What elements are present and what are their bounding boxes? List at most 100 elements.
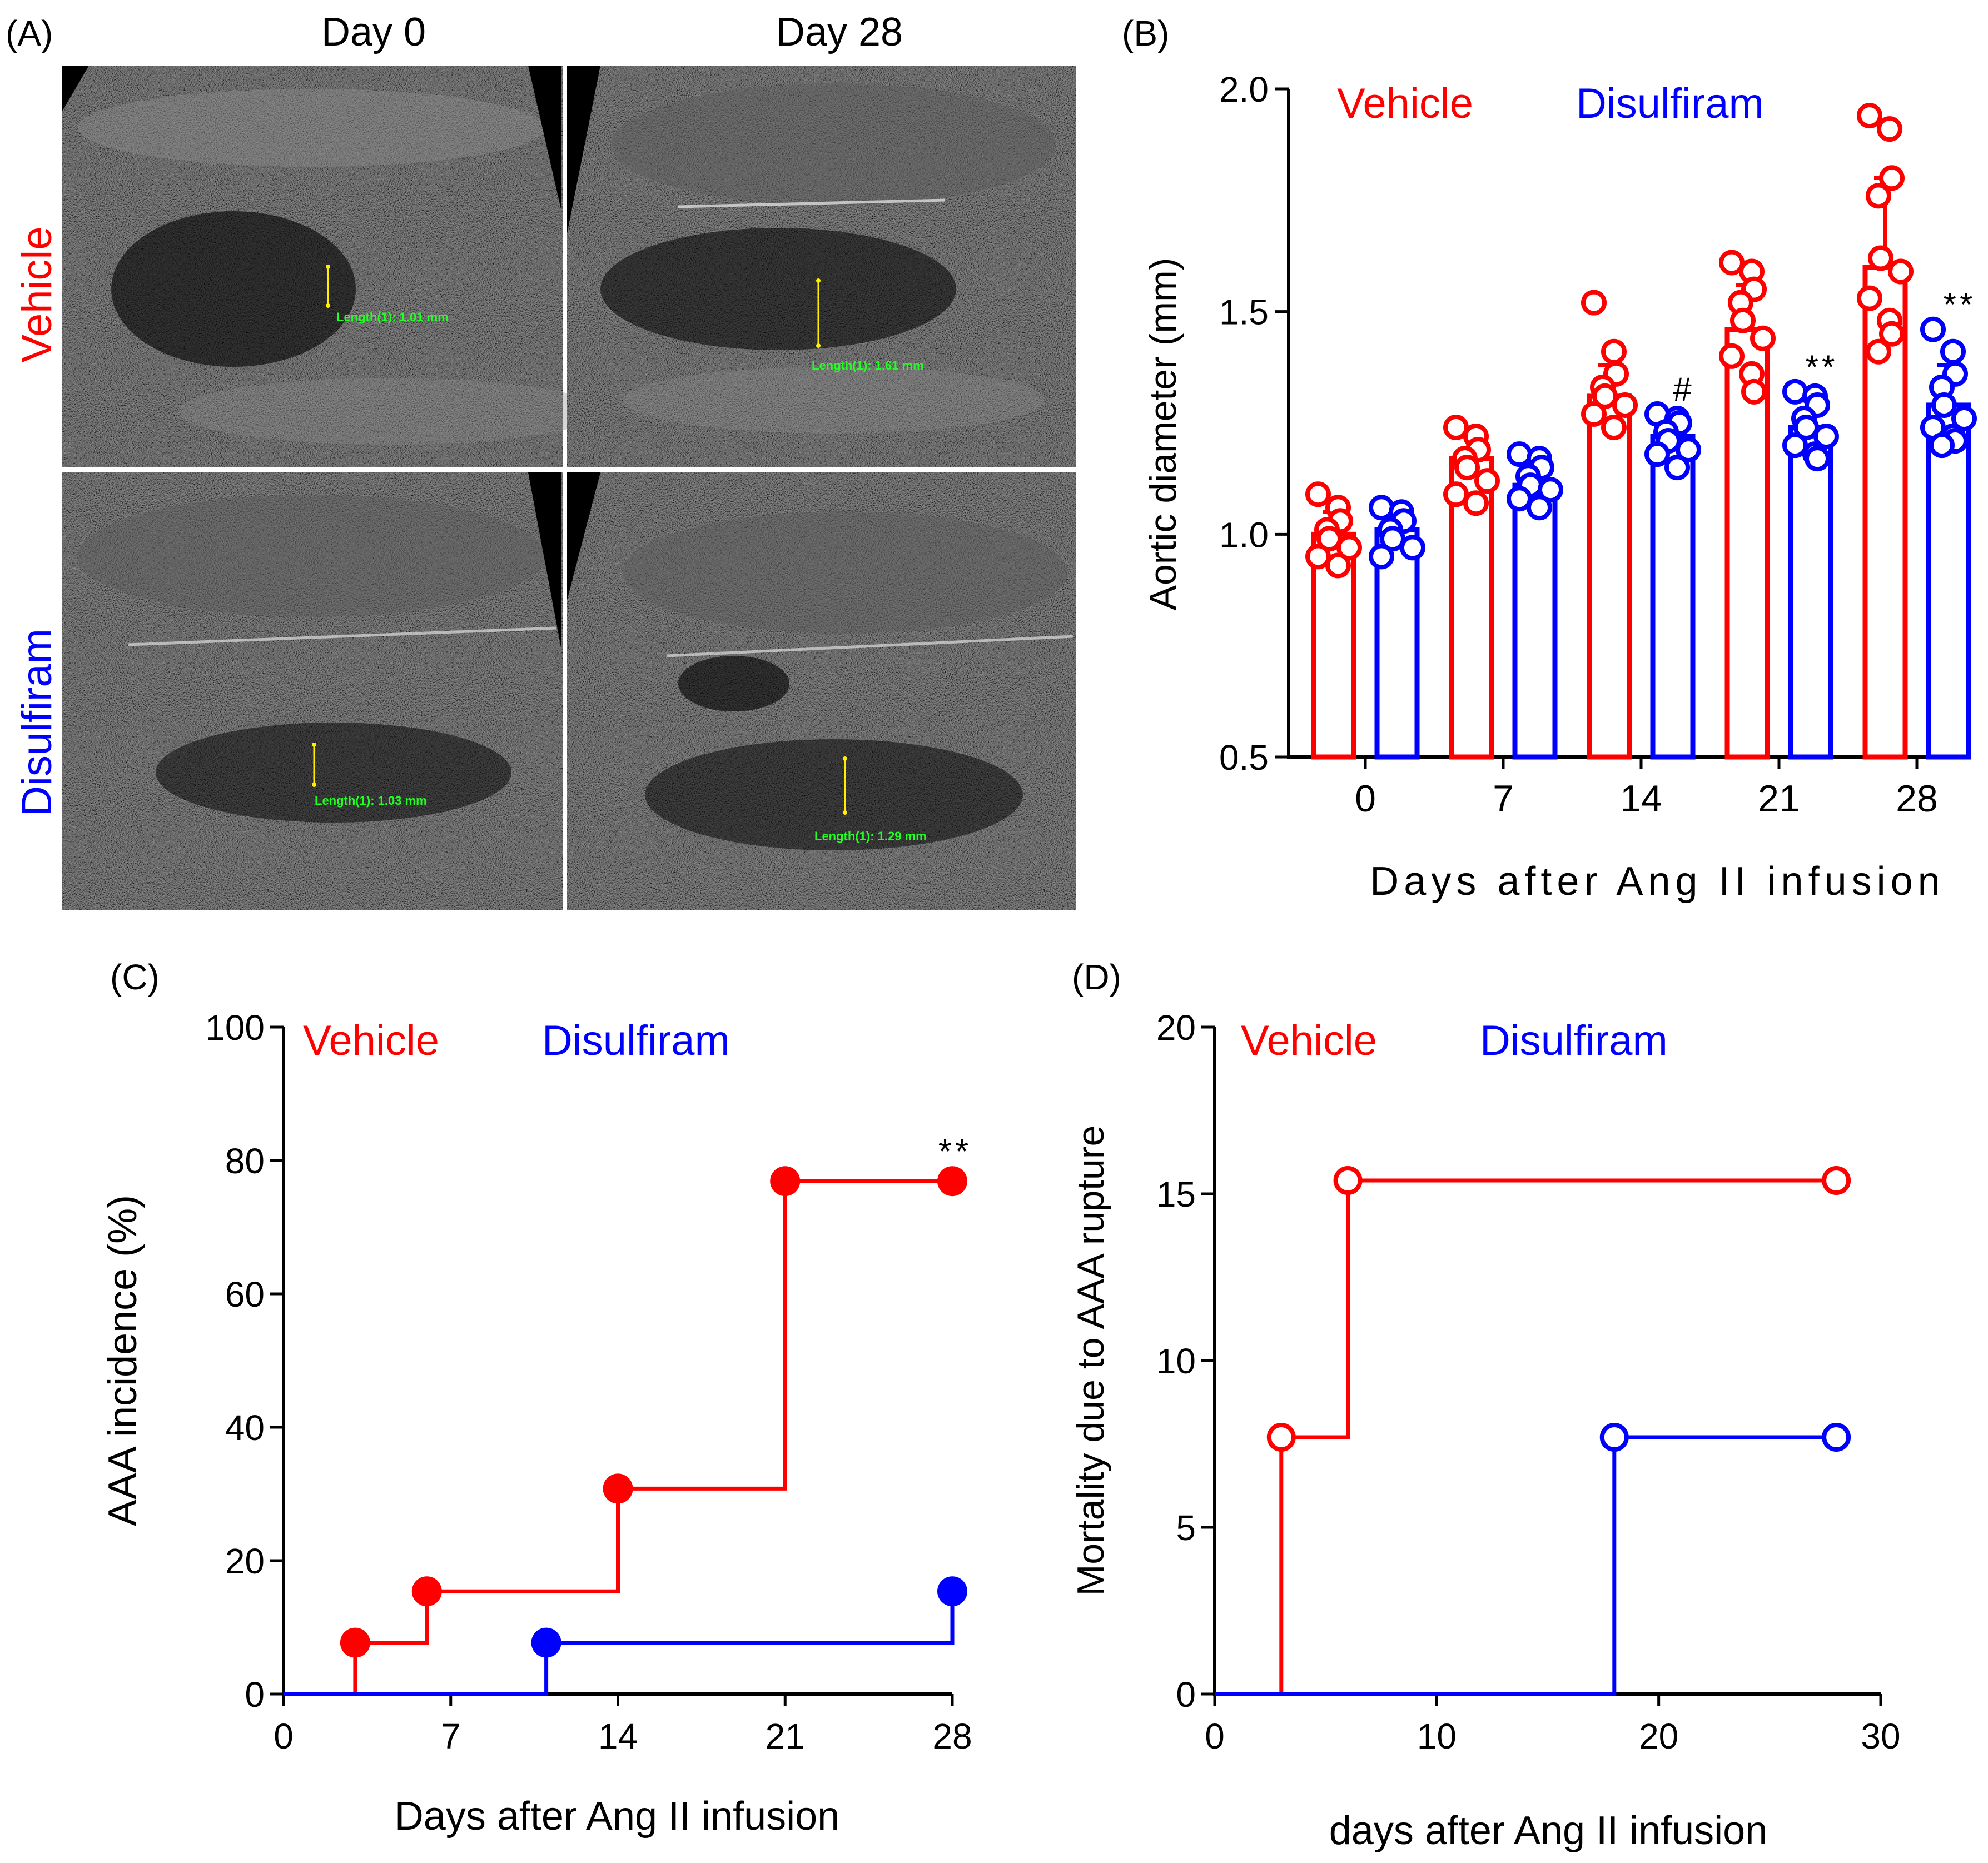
x-tick-label: 30 <box>1861 1716 1900 1756</box>
y-tick-label: 80 <box>225 1141 265 1181</box>
x-tick-label: 0 <box>1355 778 1376 820</box>
data-point <box>1719 250 1745 276</box>
data-point <box>1400 535 1425 561</box>
panel-b: (B) Vehicle Disulfiram 0.5 1.0 1.5 2.0 0 7 14 2… <box>1122 13 1977 904</box>
y-tick-label: 1.5 <box>1219 292 1269 332</box>
data-point <box>937 1576 967 1607</box>
x-tick-label: 28 <box>932 1716 972 1756</box>
ultrasound-image-disulfiram-day28: Length(1): 1.29 mm <box>567 472 1076 910</box>
panel-c-label: (C) <box>110 957 160 997</box>
data-point <box>1581 290 1607 316</box>
data-point <box>603 1473 633 1504</box>
data-point <box>1507 441 1532 467</box>
data-point <box>1644 441 1670 467</box>
data-point <box>1951 405 1977 431</box>
significance-marker: ** <box>938 1133 972 1171</box>
panel-a-label: (A) <box>6 13 53 53</box>
legend-vehicle: Vehicle <box>1241 1017 1377 1064</box>
bar <box>1587 393 1632 760</box>
data-point <box>1369 544 1394 570</box>
data-point <box>1866 338 1891 365</box>
data-point <box>1305 481 1331 507</box>
measurement-label: Length(1): 1.03 mm <box>315 794 427 808</box>
data-point <box>770 1166 801 1197</box>
data-point <box>1822 1166 1851 1195</box>
bar-chart-aortic-diameter: 0.5 1.0 1.5 2.0 0 7 14 21 28 # ** ** <box>1219 69 1977 820</box>
data-point <box>1877 116 1902 142</box>
data-point <box>1369 495 1394 521</box>
series-line <box>284 1179 952 1696</box>
data-point <box>1316 526 1342 552</box>
x-axis-label: days after Ang II infusion <box>1329 1809 1767 1853</box>
data-point <box>1782 432 1808 459</box>
y-tick-label: 40 <box>225 1408 265 1448</box>
panel-d-label: (D) <box>1072 957 1121 997</box>
data-point <box>1599 1423 1629 1452</box>
series-line <box>1215 1435 1837 1696</box>
data-point <box>1940 338 1966 365</box>
y-tick-label: 0.5 <box>1219 738 1269 778</box>
y-tick-label: 10 <box>1156 1341 1196 1381</box>
data-point <box>340 1627 370 1658</box>
data-point <box>1857 103 1882 129</box>
x-tick-label: 14 <box>598 1716 638 1756</box>
data-point <box>1601 338 1627 365</box>
data-point <box>531 1627 561 1658</box>
x-tick-label: 7 <box>1493 778 1514 820</box>
data-point <box>1463 490 1489 516</box>
bar <box>1512 482 1558 760</box>
y-tick-label: 0 <box>245 1675 265 1715</box>
x-tick-label: 20 <box>1639 1716 1678 1756</box>
y-tick-label: 15 <box>1156 1174 1196 1214</box>
data-point <box>1813 424 1839 450</box>
row-label-disulfiram: Disulfiram <box>13 629 61 816</box>
y-axis-label: AAA incidence (%) <box>101 1195 145 1526</box>
ultrasound-image-vehicle-day0: Length(1): 1.01 mm <box>62 66 600 467</box>
data-point <box>1601 415 1627 441</box>
x-axis-label: Days after Ang II infusion <box>1370 859 1945 904</box>
data-point <box>1380 526 1405 552</box>
data-point <box>1730 307 1756 333</box>
panel-c: (C) Vehicle Disulfiram 0 20 40 60 80 100 0 7 14 2… <box>101 957 972 1839</box>
measurement-label: Length(1): 1.01 mm <box>336 310 449 324</box>
bar <box>1926 402 1971 760</box>
panel-d: (D) Vehicle Disulfiram 0 5 10 15 20 0 10 20 30 M… <box>1070 957 1901 1853</box>
data-point <box>1719 343 1745 369</box>
col-title-day-0: Day 0 <box>321 10 426 54</box>
data-point <box>1805 446 1830 472</box>
x-tick-label: 21 <box>766 1716 805 1756</box>
significance-marker: # <box>1673 371 1694 408</box>
data-point <box>1336 535 1362 561</box>
data-point <box>1857 285 1882 311</box>
data-point <box>1929 432 1955 459</box>
row-label-vehicle: Vehicle <box>13 226 61 362</box>
y-axis-label: Aortic diameter (mm) <box>1142 258 1184 611</box>
data-point <box>1443 415 1469 441</box>
x-tick-label: 7 <box>441 1716 461 1756</box>
data-point <box>1931 392 1957 418</box>
legend-disulfiram: Disulfiram <box>542 1017 730 1064</box>
data-point <box>1920 316 1946 342</box>
data-point <box>1879 165 1905 191</box>
data-point <box>1612 392 1638 418</box>
data-point <box>937 1166 967 1197</box>
data-point <box>1676 437 1701 463</box>
legend-disulfiram: Disulfiram <box>1480 1017 1668 1064</box>
data-point <box>411 1576 442 1607</box>
x-axis-label: Days after Ang II infusion <box>395 1794 839 1839</box>
legend-vehicle: Vehicle <box>303 1017 439 1064</box>
x-tick-label: 10 <box>1417 1716 1457 1756</box>
data-point <box>1333 1166 1363 1195</box>
y-axis-label: Mortality due to AAA rupture <box>1070 1125 1112 1596</box>
x-tick-label: 0 <box>274 1716 294 1756</box>
y-tick-label: 20 <box>225 1541 265 1581</box>
x-tick-label: 0 <box>1205 1716 1225 1756</box>
bar <box>1650 434 1696 760</box>
significance-marker: ** <box>1806 348 1838 386</box>
ultrasound-image-disulfiram-day0: Length(1): 1.03 mm <box>62 472 563 910</box>
data-point <box>1527 495 1552 521</box>
data-point <box>1325 552 1351 579</box>
data-point <box>1266 1423 1296 1452</box>
data-point <box>1538 477 1563 503</box>
